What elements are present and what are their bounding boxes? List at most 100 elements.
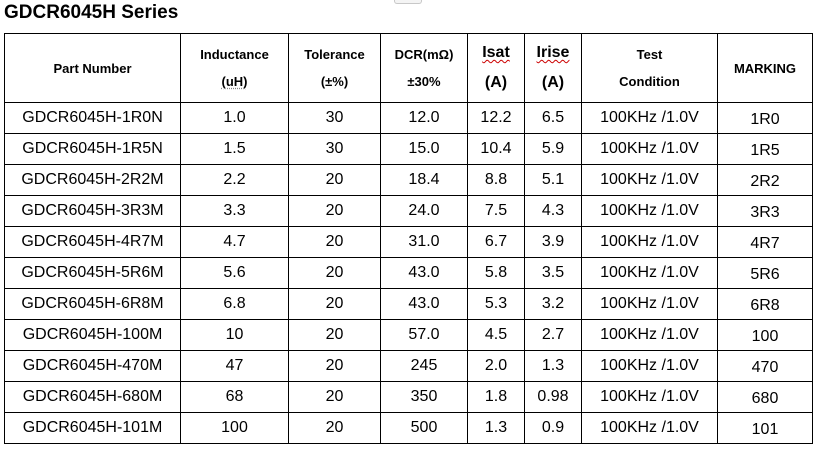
cell-marking: 3R3 (717, 195, 813, 227)
cell-irise: 4.3 (524, 195, 582, 227)
cell-isat: 5.8 (467, 257, 525, 289)
cell-inductance: 10 (180, 319, 289, 351)
cell-irise: 3.9 (524, 226, 582, 258)
cell-tolerance: 20 (288, 226, 381, 258)
header-inductance: Inductance (uH) (180, 33, 289, 103)
cell-inductance: 5.6 (180, 257, 289, 289)
cell-isat: 6.7 (467, 226, 525, 258)
cell-marking: 101 (717, 412, 813, 444)
table-row: GDCR6045H-1R5N 1.5 30 15.0 10.4 5.9 100K… (4, 133, 813, 165)
cell-marking: 1R5 (717, 133, 813, 165)
table-row: GDCR6045H-6R8M 6.8 20 43.0 5.3 3.2 100KH… (4, 288, 813, 320)
header-dcr: DCR(mΩ) ±30% (380, 33, 468, 103)
cell-test-condition: 100KHz /1.0V (581, 288, 718, 320)
header-irise-label: Irise (536, 44, 570, 61)
cell-inductance: 4.7 (180, 226, 289, 258)
cell-part-number: GDCR6045H-470M (4, 350, 181, 382)
cell-isat: 8.8 (467, 164, 525, 196)
cell-irise: 1.3 (524, 350, 582, 382)
cell-test-condition: 100KHz /1.0V (581, 226, 718, 258)
cell-isat: 1.3 (467, 412, 525, 444)
cell-inductance: 68 (180, 381, 289, 413)
header-marking-label: MARKING (733, 60, 797, 76)
marking-value: 101 (751, 421, 779, 438)
cell-inductance: 3.3 (180, 195, 289, 227)
marking-value: 6R8 (750, 297, 780, 314)
header-tolerance: Tolerance (±%) (288, 33, 381, 103)
cell-isat: 10.4 (467, 133, 525, 165)
header-isat-label: Isat (482, 44, 510, 61)
cell-part-number: GDCR6045H-1R5N (4, 133, 181, 165)
cell-inductance: 1.0 (180, 102, 289, 134)
table-body: GDCR6045H-1R0N 1.0 30 12.0 12.2 6.5 100K… (4, 102, 813, 444)
header-irise: Irise (A) (524, 33, 582, 103)
header-part-number: Part Number (4, 33, 181, 103)
header-test-label: Test (636, 47, 663, 62)
table-row: GDCR6045H-5R6M 5.6 20 43.0 5.8 3.5 100KH… (4, 257, 813, 289)
marking-value: 3R3 (750, 204, 780, 221)
header-inductance-label: Inductance (200, 47, 269, 62)
cell-dcr: 18.4 (380, 164, 468, 196)
tab-handle[interactable] (394, 0, 422, 4)
cell-tolerance: 30 (288, 102, 381, 134)
marking-value: 5R6 (750, 266, 780, 283)
cell-dcr: 31.0 (380, 226, 468, 258)
header-inductance-unit: (uH) (221, 74, 248, 89)
cell-marking: 6R8 (717, 288, 813, 320)
cell-inductance: 2.2 (180, 164, 289, 196)
page-title: GDCR6045H Series (4, 2, 179, 23)
cell-dcr: 12.0 (380, 102, 468, 134)
cell-irise: 3.5 (524, 257, 582, 289)
marking-value: 1R5 (750, 142, 780, 159)
cell-isat: 4.5 (467, 319, 525, 351)
cell-isat: 1.8 (467, 381, 525, 413)
cell-irise: 0.9 (524, 412, 582, 444)
cell-tolerance: 20 (288, 319, 381, 351)
cell-test-condition: 100KHz /1.0V (581, 319, 718, 351)
header-tolerance-label: Tolerance (304, 47, 365, 62)
cell-marking: 5R6 (717, 257, 813, 289)
cell-irise: 5.1 (524, 164, 582, 196)
header-dcr-label: DCR(mΩ) (394, 47, 454, 62)
cell-part-number: GDCR6045H-680M (4, 381, 181, 413)
cell-irise: 3.2 (524, 288, 582, 320)
cell-inductance: 100 (180, 412, 289, 444)
cell-isat: 7.5 (467, 195, 525, 227)
cell-part-number: GDCR6045H-101M (4, 412, 181, 444)
spec-table: Part Number Inductance (uH) Tolerance (±… (4, 33, 813, 444)
cell-irise: 2.7 (524, 319, 582, 351)
cell-tolerance: 20 (288, 195, 381, 227)
header-marking: MARKING (717, 33, 813, 103)
table-row: GDCR6045H-100M 10 20 57.0 4.5 2.7 100KHz… (4, 319, 813, 351)
table-row: GDCR6045H-680M 68 20 350 1.8 0.98 100KHz… (4, 381, 813, 413)
cell-tolerance: 20 (288, 257, 381, 289)
cell-part-number: GDCR6045H-4R7M (4, 226, 181, 258)
header-condition-label: Condition (619, 74, 680, 89)
cell-part-number: GDCR6045H-1R0N (4, 102, 181, 134)
header-isat: Isat (A) (467, 33, 525, 103)
cell-irise: 0.98 (524, 381, 582, 413)
cell-dcr: 43.0 (380, 288, 468, 320)
table-row: GDCR6045H-3R3M 3.3 20 24.0 7.5 4.3 100KH… (4, 195, 813, 227)
cell-isat: 2.0 (467, 350, 525, 382)
marking-value: 680 (751, 390, 779, 407)
cell-test-condition: 100KHz /1.0V (581, 412, 718, 444)
table-row: GDCR6045H-1R0N 1.0 30 12.0 12.2 6.5 100K… (4, 102, 813, 134)
marking-value: 4R7 (750, 235, 780, 252)
marking-value: 2R2 (750, 173, 780, 190)
cell-marking: 100 (717, 319, 813, 351)
marking-value: 100 (751, 328, 779, 345)
cell-dcr: 43.0 (380, 257, 468, 289)
header-isat-unit: (A) (484, 74, 508, 91)
cell-part-number: GDCR6045H-6R8M (4, 288, 181, 320)
header-test-condition: Test Condition (581, 33, 718, 103)
cell-part-number: GDCR6045H-2R2M (4, 164, 181, 196)
cell-part-number: GDCR6045H-100M (4, 319, 181, 351)
cell-test-condition: 100KHz /1.0V (581, 350, 718, 382)
cell-tolerance: 30 (288, 133, 381, 165)
cell-part-number: GDCR6045H-3R3M (4, 195, 181, 227)
cell-test-condition: 100KHz /1.0V (581, 195, 718, 227)
cell-marking: 1R0 (717, 102, 813, 134)
cell-irise: 6.5 (524, 102, 582, 134)
cell-tolerance: 20 (288, 288, 381, 320)
